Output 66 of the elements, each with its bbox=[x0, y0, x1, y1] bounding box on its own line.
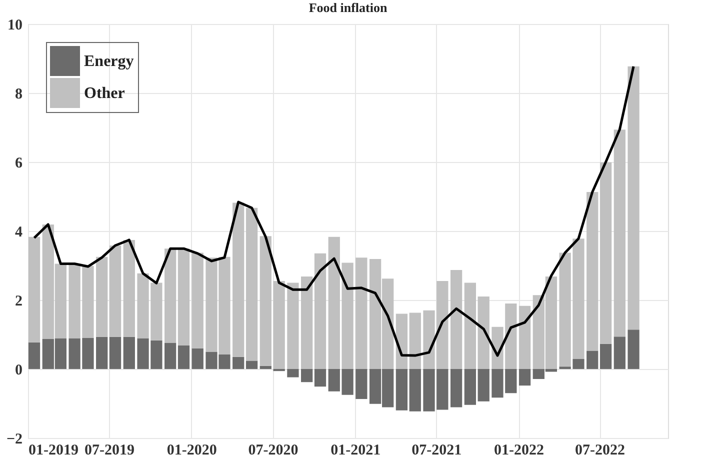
bar bbox=[396, 369, 408, 410]
bar bbox=[109, 336, 122, 369]
bar bbox=[96, 336, 108, 369]
bar bbox=[287, 282, 299, 369]
x-tick-label: 07-2022 bbox=[575, 442, 626, 458]
legend-label: Energy bbox=[84, 53, 134, 70]
y-tick-label: 0 bbox=[15, 362, 22, 378]
bar bbox=[518, 369, 531, 386]
x-tick-label: 07-2020 bbox=[248, 442, 298, 458]
x-tick-label: 01-2021 bbox=[330, 442, 381, 458]
bar bbox=[246, 360, 258, 369]
y-tick-label: 10 bbox=[8, 18, 22, 34]
bar bbox=[409, 369, 421, 412]
bar bbox=[301, 276, 313, 369]
bar bbox=[273, 281, 285, 369]
x-tick-label: 07-2021 bbox=[412, 442, 462, 458]
bar bbox=[450, 270, 462, 369]
bar bbox=[586, 192, 598, 351]
bar bbox=[600, 162, 612, 344]
x-tick-label: 07-2019 bbox=[84, 442, 135, 458]
bar bbox=[28, 236, 40, 342]
bar bbox=[164, 248, 176, 343]
bar bbox=[628, 330, 640, 369]
bar bbox=[464, 282, 476, 369]
y-tick-label: 8 bbox=[15, 86, 22, 102]
bar bbox=[314, 369, 326, 387]
bar bbox=[409, 312, 421, 369]
bar bbox=[192, 348, 204, 369]
bar bbox=[450, 369, 462, 408]
bar bbox=[614, 130, 626, 337]
bar bbox=[232, 202, 244, 357]
bar bbox=[246, 208, 258, 361]
bar bbox=[628, 66, 640, 330]
bar bbox=[478, 296, 490, 369]
y-tick-label: 4 bbox=[15, 224, 23, 240]
bar bbox=[178, 346, 190, 369]
bar bbox=[314, 253, 326, 369]
bar bbox=[260, 366, 272, 369]
bar bbox=[478, 369, 490, 402]
x-tick-label: 01-2019 bbox=[28, 442, 78, 458]
bar bbox=[260, 236, 272, 366]
bar bbox=[301, 369, 313, 382]
y-tick-label: −2 bbox=[6, 432, 22, 448]
bar bbox=[287, 369, 299, 378]
bar bbox=[192, 252, 204, 348]
bar bbox=[614, 336, 626, 369]
x-tick-label: 01-2022 bbox=[494, 442, 544, 458]
bar bbox=[518, 306, 531, 369]
bar bbox=[123, 240, 135, 337]
bar bbox=[232, 356, 244, 369]
chart-title: Food inflation bbox=[308, 0, 388, 15]
y-tick-label: 2 bbox=[15, 294, 22, 310]
bar bbox=[600, 344, 612, 369]
bar bbox=[96, 256, 108, 337]
legend-label: Other bbox=[84, 85, 125, 102]
y-tick-label: 6 bbox=[15, 156, 23, 172]
bar bbox=[356, 258, 368, 369]
bar bbox=[28, 342, 40, 369]
bar bbox=[164, 342, 176, 369]
x-tick-label: 01-2020 bbox=[166, 442, 217, 458]
bar bbox=[356, 369, 368, 400]
bar bbox=[464, 369, 476, 405]
bar bbox=[109, 245, 122, 337]
bar bbox=[123, 336, 135, 369]
bar bbox=[178, 248, 190, 346]
bar bbox=[586, 350, 598, 369]
